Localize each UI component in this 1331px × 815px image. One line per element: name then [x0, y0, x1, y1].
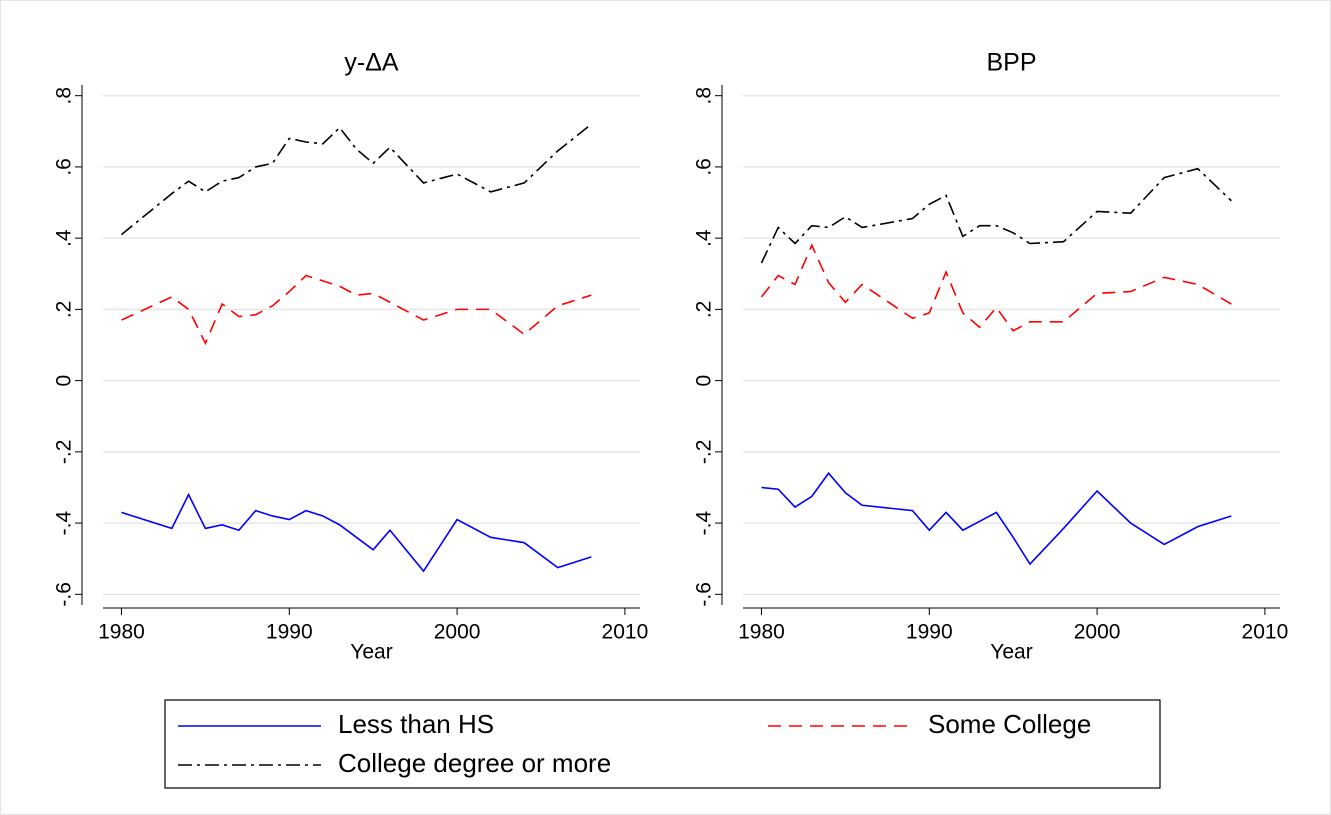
x-tick-label: 2000: [434, 621, 481, 644]
y-tick-label: .6: [53, 158, 76, 176]
x-axis-title: Year: [990, 641, 1032, 664]
series-line: [761, 471, 1232, 566]
series-line: [120, 123, 592, 236]
y-tick-label: .8: [53, 87, 76, 105]
y-tick-label: -.2: [693, 440, 716, 465]
series-line: [121, 274, 592, 346]
y-tick-label: .8: [693, 87, 716, 105]
y-tick-label: -.6: [53, 582, 76, 607]
y-tick-label: 0: [53, 375, 76, 387]
y-tick-label: .2: [693, 301, 716, 319]
legend-label: Less than HS: [338, 709, 494, 739]
x-tick-label: 2010: [1242, 621, 1289, 644]
series-line: [760, 167, 1232, 264]
chart-title: y-ΔA: [344, 49, 399, 77]
x-tick-label: 2000: [1074, 621, 1121, 644]
x-tick-label: 1990: [266, 621, 313, 644]
chart-title: BPP: [986, 49, 1036, 77]
legend-label: College degree or more: [338, 748, 611, 778]
legend-box: [164, 699, 1161, 789]
y-tick-label: -.6: [693, 582, 716, 607]
series-line: [760, 243, 1232, 332]
legend-label: Some College: [928, 709, 1091, 739]
y-tick-label: 0: [693, 375, 716, 387]
y-tick-label: .4: [53, 229, 76, 247]
y-tick-label: .2: [53, 301, 76, 319]
x-tick-label: 2010: [602, 621, 649, 644]
x-tick-label: 1990: [906, 621, 953, 644]
y-tick-label: -.4: [693, 511, 716, 536]
y-tick-label: .6: [693, 158, 716, 176]
x-tick-label: 1980: [98, 621, 145, 644]
x-axis-title: Year: [350, 641, 392, 664]
series-line: [121, 492, 592, 573]
y-tick-label: .4: [693, 229, 716, 247]
y-tick-label: -.2: [53, 440, 76, 465]
y-tick-label: -.4: [53, 511, 76, 536]
x-tick-label: 1980: [738, 621, 785, 644]
